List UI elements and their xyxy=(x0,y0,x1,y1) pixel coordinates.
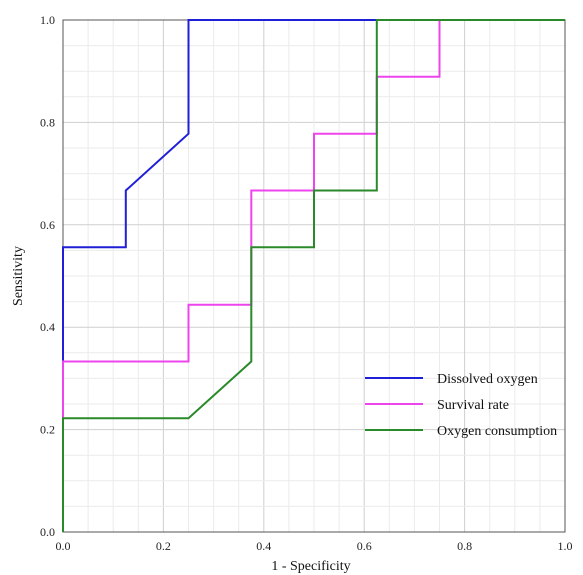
x-tick-label: 0.2 xyxy=(156,539,171,553)
series-line-2 xyxy=(62,19,565,532)
tick-labels: 0.0 0.2 0.4 0.6 0.8 1.0 0.0 0.2 0.4 0.6 0.8 1.0 xyxy=(40,13,573,553)
y-axis-title: Sensitivity xyxy=(11,246,26,306)
series-lines xyxy=(62,19,565,532)
x-tick-label: 0.0 xyxy=(56,539,71,553)
legend-label: Survival rate xyxy=(437,398,509,413)
legend-label: Oxygen consumption xyxy=(437,424,557,439)
series-line-0 xyxy=(62,19,565,532)
x-tick-label: 0.8 xyxy=(457,539,472,553)
y-tick-label: 0.6 xyxy=(40,218,55,232)
grid-lines xyxy=(62,19,566,533)
y-tick-label: 0.0 xyxy=(40,525,55,539)
y-tick-label: 0.4 xyxy=(40,320,55,334)
y-tick-label: 1.0 xyxy=(40,13,55,27)
y-tick-label: 0.2 xyxy=(40,423,55,437)
x-axis-title: 1 - Specificity xyxy=(271,559,350,574)
x-tick-label: 0.4 xyxy=(256,539,271,553)
x-tick-label: 0.6 xyxy=(357,539,372,553)
x-tick-label: 1.0 xyxy=(558,539,573,553)
legend-label: Dissolved oxygen xyxy=(437,372,538,387)
legend: Dissolved oxygen Survival rate Oxygen cons… xyxy=(365,372,557,439)
y-tick-label: 0.8 xyxy=(40,115,55,129)
